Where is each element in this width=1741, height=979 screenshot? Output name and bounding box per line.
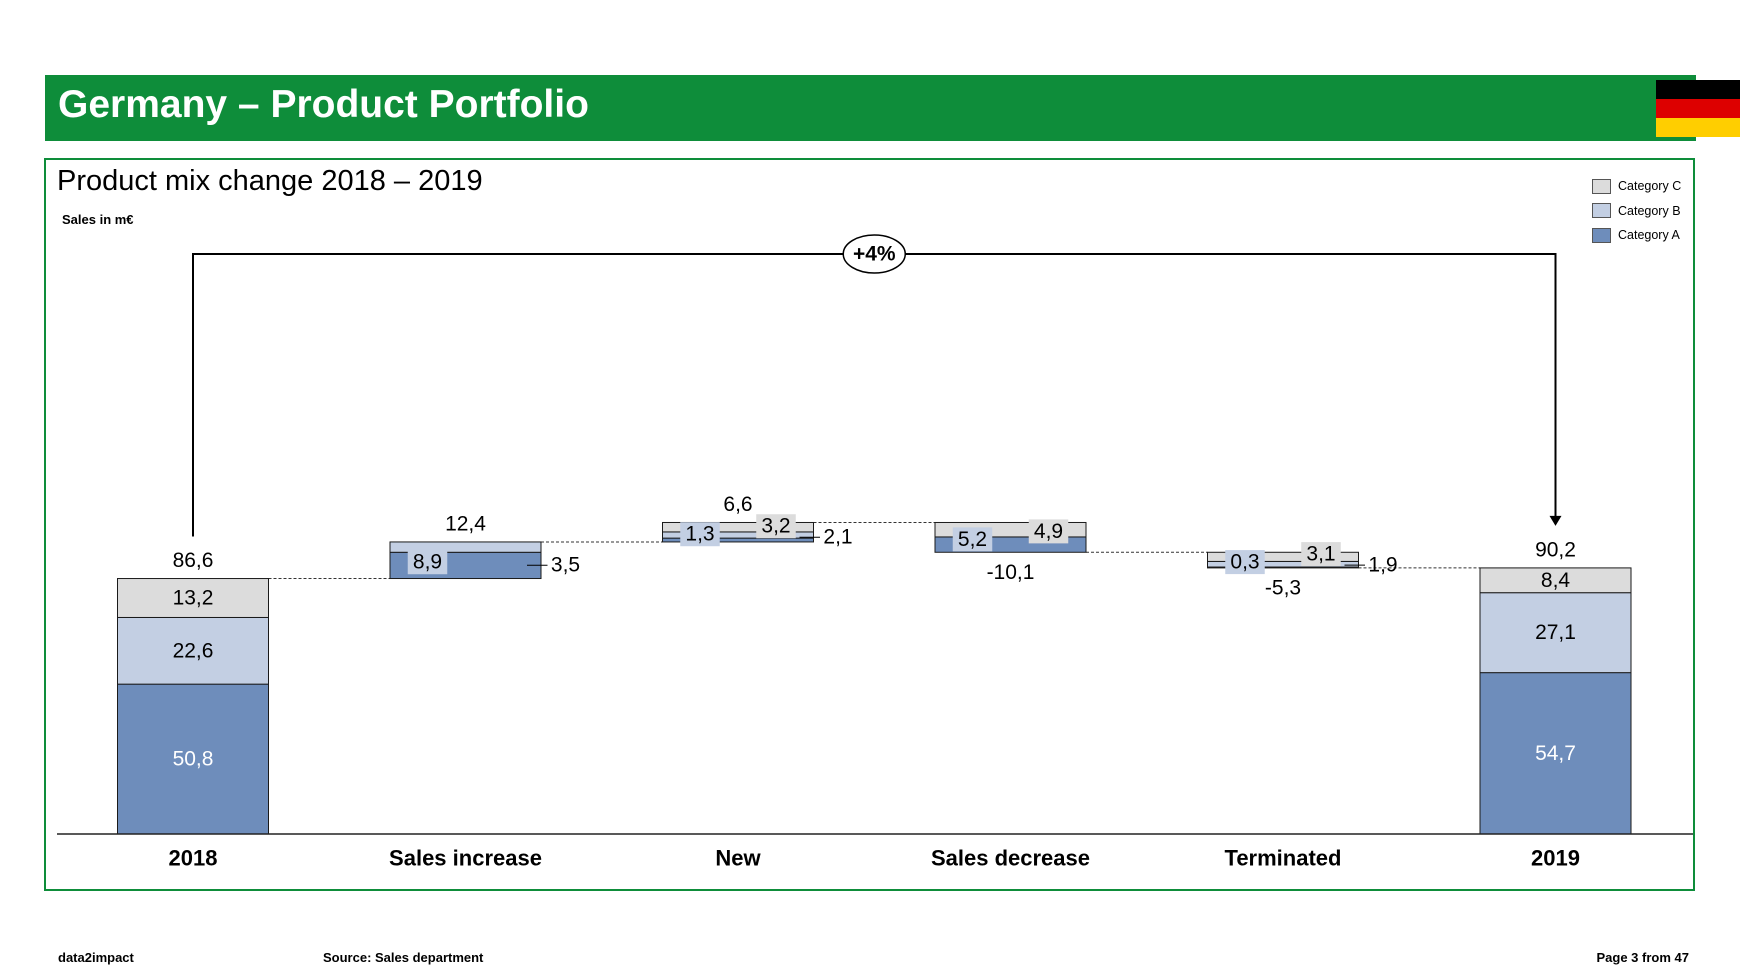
growth-annotation-label: +4%	[853, 243, 896, 266]
x-tick-label-2: New	[715, 846, 761, 871]
growth-bracket-line	[193, 254, 1556, 537]
data-label-1-category-b: 3,5	[551, 554, 580, 577]
total-label-5: 90,2	[1535, 538, 1576, 561]
growth-bracket-arrowhead	[1550, 516, 1562, 526]
total-label-3: -10,1	[987, 561, 1035, 584]
waterfall-chart: 2018 Sales increase New Sales decrease Termi…	[0, 0, 1741, 979]
data-label-0-category-b: 22,6	[173, 639, 214, 662]
data-label-4-category-a: 0,3	[1230, 551, 1259, 574]
footer-page-number: Page 3 from 47	[1597, 950, 1690, 965]
total-label-4: -5,3	[1265, 576, 1301, 599]
data-label-4-category-b: 1,9	[1368, 554, 1397, 577]
total-label-2: 6,6	[723, 493, 752, 516]
data-label-0-category-c: 13,2	[173, 587, 214, 610]
data-label-0-category-a: 50,8	[173, 748, 214, 771]
data-label-2-category-a: 1,3	[685, 523, 714, 546]
data-label-2-category-c: 3,2	[761, 515, 790, 538]
data-label-5-category-c: 8,4	[1541, 569, 1571, 592]
data-label-2-category-b: 2,1	[823, 526, 852, 549]
data-label-1-category-a: 8,9	[413, 551, 442, 574]
x-tick-label-3: Sales decrease	[931, 846, 1090, 871]
data-label-5-category-b: 27,1	[1535, 621, 1576, 644]
footer-company: data2impact	[58, 950, 134, 965]
data-label-4-category-c: 3,1	[1306, 543, 1335, 566]
data-label-3-category-a: 5,2	[958, 528, 987, 551]
total-label-1: 12,4	[445, 512, 486, 535]
x-tick-label-1: Sales increase	[389, 846, 542, 871]
data-label-3-category-c: 4,9	[1034, 520, 1063, 543]
data-label-5-category-a: 54,7	[1535, 742, 1576, 765]
x-tick-label-0: 2018	[169, 846, 218, 871]
footer-source: Source: Sales department	[323, 950, 483, 965]
total-label-0: 86,6	[173, 549, 214, 572]
x-tick-label-5: 2019	[1531, 846, 1580, 871]
x-tick-label-4: Terminated	[1225, 846, 1342, 871]
